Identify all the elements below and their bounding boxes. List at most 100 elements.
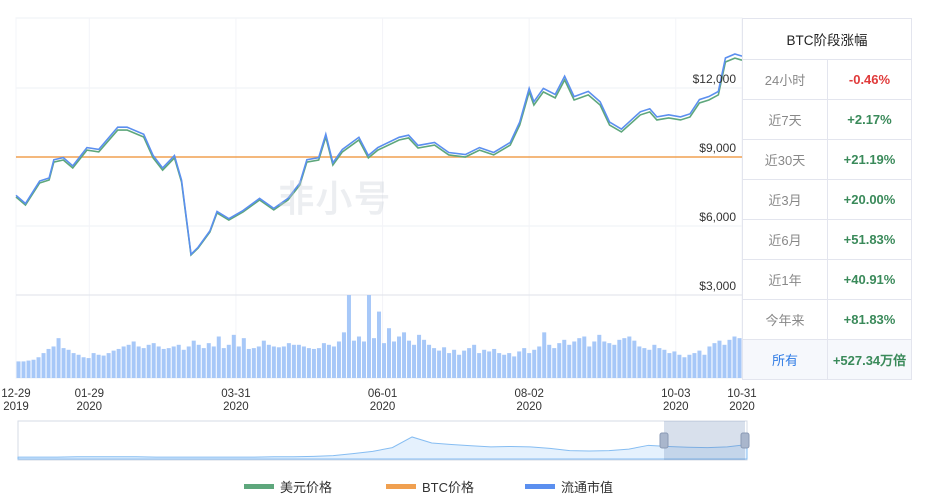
volume-bar [186, 346, 191, 378]
volume-bar [66, 349, 71, 378]
volume-bar [722, 344, 727, 378]
period-change: +81.83% [827, 299, 912, 340]
legend-market-cap[interactable]: 流通市值 [525, 477, 613, 496]
period-label[interactable]: 近3月 [742, 179, 828, 220]
volume-bar [532, 349, 537, 378]
volume-bar [387, 328, 392, 378]
navigator-handle[interactable] [740, 432, 750, 449]
volume-bar [191, 340, 196, 378]
volume-bar [351, 340, 356, 378]
volume-bar [246, 348, 251, 378]
volume-bar [326, 344, 331, 378]
volume-bar [286, 343, 291, 378]
volume-bar [557, 343, 562, 378]
period-label[interactable]: 近7天 [742, 99, 828, 140]
x-tick-label: 01-29 [75, 388, 104, 400]
volume-bar [221, 348, 226, 378]
volume-bar [392, 341, 397, 378]
table-row[interactable]: 近30天 +21.19% [742, 139, 912, 180]
market-cap-line [15, 53, 743, 256]
x-tick-label: 10-03 [661, 388, 690, 400]
volume-bar [231, 334, 236, 378]
period-label[interactable]: 近6月 [742, 219, 828, 260]
legend-swatch [244, 484, 274, 489]
navigator[interactable] [17, 420, 750, 461]
volume-bar [452, 349, 457, 378]
period-label[interactable]: 24小时 [742, 59, 828, 100]
volume-bar [462, 350, 467, 378]
legend-usd-price[interactable]: 美元价格 [244, 477, 332, 496]
table-row[interactable]: 今年来 +81.83% [742, 299, 912, 340]
y-tick-label: $6,000 [699, 210, 736, 224]
x-tick-year: 2020 [370, 401, 396, 413]
volume-bar [622, 338, 627, 378]
volume-bar [637, 346, 642, 378]
volume-bar [402, 332, 407, 378]
period-change: +40.91% [827, 259, 912, 300]
period-label[interactable]: 近30天 [742, 139, 828, 180]
y-tick-label: $9,000 [699, 141, 736, 155]
volume-bar [467, 348, 472, 378]
volume-bar [311, 348, 316, 378]
volume-bar [712, 343, 717, 378]
volume-bar [76, 354, 81, 378]
volume-bar [607, 343, 612, 378]
volume-bar [291, 344, 296, 378]
volume-bar [717, 340, 722, 378]
volume-bar [131, 341, 136, 378]
period-label[interactable]: 所有 [742, 339, 828, 380]
volume-bar [216, 336, 221, 378]
volume-bar [572, 341, 577, 378]
table-row[interactable]: 近7天 +2.17% [742, 99, 912, 140]
volume-bar [382, 343, 387, 378]
volume-bar [502, 354, 507, 378]
volume-bar [697, 350, 702, 378]
volume-bar [512, 356, 517, 378]
volume-bar [251, 348, 256, 378]
table-row[interactable]: 近1年 +40.91% [742, 259, 912, 300]
period-label[interactable]: 近1年 [742, 259, 828, 300]
navigator-handle[interactable] [659, 432, 669, 449]
volume-bar [146, 344, 151, 378]
volume-bar [161, 348, 166, 378]
volume-bar [612, 344, 617, 378]
volume-bar [56, 338, 61, 378]
volume-bar [422, 339, 427, 378]
volume-bar [86, 358, 91, 378]
volume-bar [442, 347, 447, 378]
volume-bar [642, 348, 647, 378]
volume-bar [542, 332, 547, 378]
volume-bar [106, 353, 111, 378]
period-change: +2.17% [827, 99, 912, 140]
navigator-series [17, 436, 748, 460]
volume-bar [16, 361, 21, 378]
table-row[interactable]: 所有 +527.34万倍 [742, 339, 912, 380]
volume-bar [301, 346, 306, 378]
volume-bar [457, 354, 462, 378]
volume-bar [707, 346, 712, 378]
x-tick-label: 06-01 [368, 388, 397, 400]
table-row[interactable]: 近3月 +20.00% [742, 179, 912, 220]
volume-bar [61, 348, 66, 378]
volume-bar [567, 344, 572, 378]
volume-bar [356, 336, 361, 378]
volume-bar [111, 350, 116, 378]
volume-bar [537, 346, 542, 378]
volume-bar [211, 346, 216, 378]
legend-btc-price[interactable]: BTC价格 [386, 477, 474, 496]
btc-period-change-table: BTC阶段涨幅 24小时 -0.46% 近7天 +2.17% 近30天 +21.19% 近3… [742, 18, 912, 380]
volume-bar [577, 338, 582, 378]
volume-bar [256, 346, 261, 378]
volume-bar [331, 346, 336, 378]
volume-bar [477, 353, 482, 378]
table-row[interactable]: 近6月 +51.83% [742, 219, 912, 260]
table-row[interactable]: 24小时 -0.46% [742, 59, 912, 100]
volume-bar [336, 341, 341, 378]
volume-bar [281, 346, 286, 378]
x-tick-year: 2020 [516, 401, 542, 413]
volume-bar [677, 354, 682, 378]
volume-bar [482, 349, 487, 378]
volume-bar [276, 347, 281, 378]
period-label[interactable]: 今年来 [742, 299, 828, 340]
legend-label: BTC价格 [422, 480, 475, 495]
